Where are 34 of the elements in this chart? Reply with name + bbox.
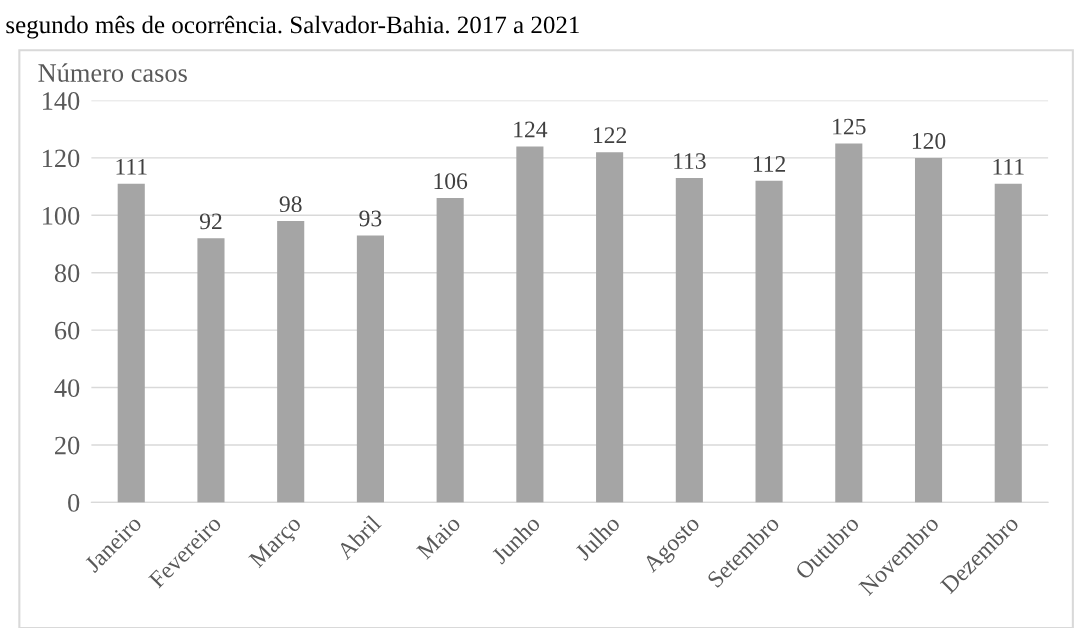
chart-title: segundo mês de ocorrência. Salvador-Bahia. 2017 a 2021 xyxy=(6,15,579,39)
y-tick-label: 20 xyxy=(55,436,80,455)
y-tick-label: 0 xyxy=(68,494,80,512)
bar xyxy=(356,235,384,503)
y-tick-label: 80 xyxy=(54,264,80,283)
data-label: 122 xyxy=(593,127,627,143)
data-label: 112 xyxy=(753,156,786,172)
bar xyxy=(755,180,783,503)
bar xyxy=(675,177,703,503)
bar xyxy=(994,183,1022,503)
data-label: 120 xyxy=(912,133,946,149)
y-tick-label: 140 xyxy=(43,92,80,110)
bar xyxy=(277,221,305,503)
data-label: 93 xyxy=(359,210,382,227)
data-label: 92 xyxy=(199,213,222,230)
data-label: 113 xyxy=(674,153,706,170)
bar xyxy=(596,152,624,503)
y-tick-label: 40 xyxy=(54,379,80,397)
y-tick-label: 100 xyxy=(43,206,80,225)
bar xyxy=(436,198,464,503)
y-axis-title: Número casos xyxy=(38,63,187,82)
y-tick-label: 120 xyxy=(43,149,80,168)
bar xyxy=(835,143,863,503)
bar xyxy=(516,146,544,503)
y-tick-label: 60 xyxy=(55,321,80,340)
bar xyxy=(197,238,225,503)
bar xyxy=(117,183,145,503)
bar xyxy=(914,157,943,503)
data-label: 106 xyxy=(434,173,468,190)
data-label: 124 xyxy=(514,121,548,138)
data-label: 125 xyxy=(833,118,866,135)
data-label: 111 xyxy=(116,158,147,175)
data-label: 111 xyxy=(993,158,1024,175)
data-label: 98 xyxy=(279,196,302,213)
